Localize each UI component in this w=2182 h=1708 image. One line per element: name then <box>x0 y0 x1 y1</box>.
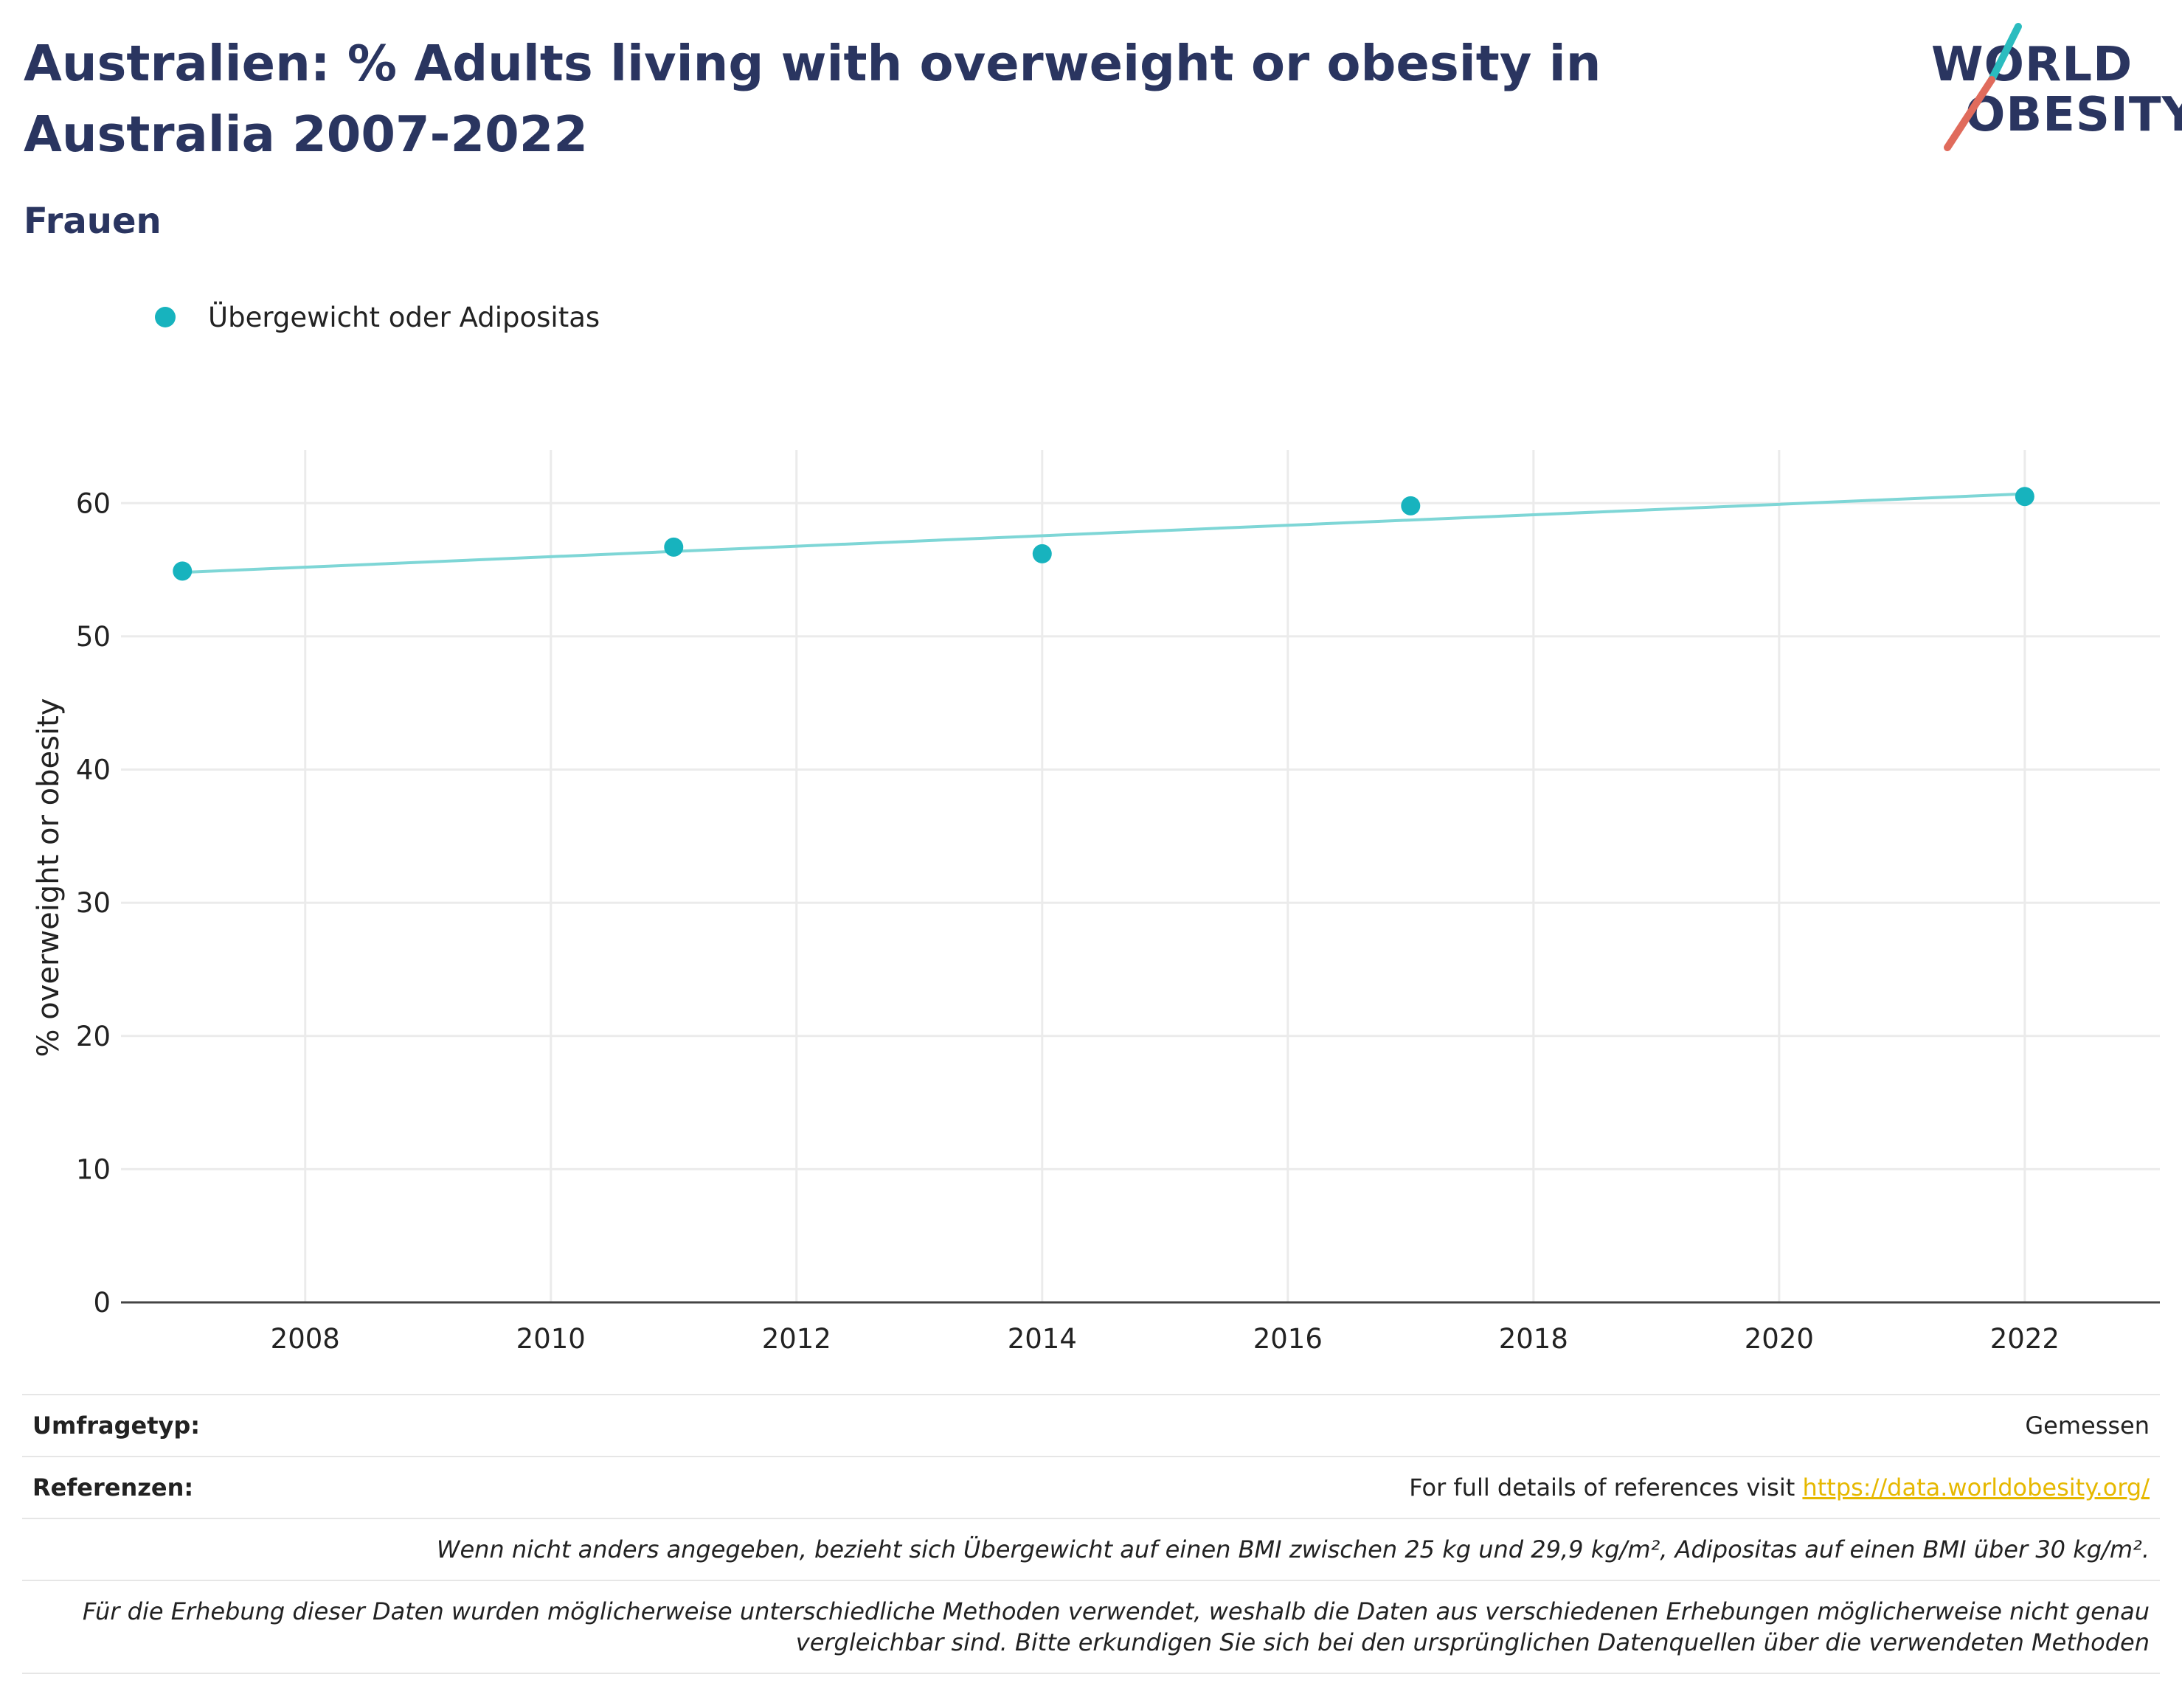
x-tick-label: 2022 <box>1990 1323 2060 1355</box>
y-tick-label: 30 <box>76 887 111 919</box>
y-tick-label: 60 <box>76 487 111 519</box>
x-tick-label: 2008 <box>271 1323 340 1355</box>
logo-text-obesity: OBESITY <box>1965 88 2182 142</box>
data-point <box>664 537 684 557</box>
references-key: Referenzen: <box>32 1473 194 1502</box>
data-point <box>1032 544 1052 563</box>
method-note-line2: vergleichbar sind. Bitte erkundigen Sie … <box>795 1628 2150 1656</box>
references-value: For full details of references visit htt… <box>1409 1473 2150 1502</box>
y-tick-label: 10 <box>76 1153 111 1185</box>
chart-plot: 0 10 20 30 40 50 60 2008 2010 2012 2014 2016 2018 202… <box>76 450 2160 1355</box>
method-note-line1: Für die Erhebung dieser Daten wurden mög… <box>82 1597 2150 1625</box>
notes-table: Umfragetyp: Gemessen Referenzen: For ful… <box>22 1394 2160 1674</box>
chart-subtitle: Frauen <box>24 201 162 242</box>
y-tick-label: 20 <box>76 1021 111 1052</box>
legend-label: Übergewicht oder Adipositas <box>208 301 600 333</box>
bmi-note: Wenn nicht anders angegeben, bezieht sic… <box>436 1535 2150 1563</box>
bmi-note-row: Wenn nicht anders angegeben, bezieht sic… <box>22 1518 2160 1580</box>
y-tick-label: 50 <box>76 621 111 653</box>
data-point <box>1401 496 1421 515</box>
references-text: For full details of references visit <box>1409 1473 1795 1502</box>
survey-type-row: Umfragetyp: Gemessen <box>22 1394 2160 1456</box>
x-tick-label: 2014 <box>1008 1323 1077 1355</box>
x-tick-label: 2018 <box>1499 1323 1568 1355</box>
survey-type-key: Umfragetyp: <box>32 1412 201 1440</box>
legend-marker <box>155 307 176 327</box>
chart-title: Australien: % Adults living with overwei… <box>24 35 1601 163</box>
trend-line <box>182 492 2025 574</box>
method-note-row: Für die Erhebung dieser Daten wurden mög… <box>22 1580 2160 1674</box>
x-tick-label: 2020 <box>1745 1323 1814 1355</box>
logo-slash-icon <box>1944 23 2022 151</box>
data-point <box>2015 487 2034 507</box>
logo-text-world: WORLD <box>1931 38 2133 92</box>
y-tick-label: 40 <box>76 754 111 786</box>
x-tick-label: 2016 <box>1253 1323 1323 1355</box>
legend[interactable]: Übergewicht oder Adipositas <box>155 295 600 339</box>
references-row: Referenzen: For full details of referenc… <box>22 1456 2160 1518</box>
world-obesity-logo[interactable]: WORLD OBESITY <box>1918 21 2182 153</box>
survey-type-value: Gemessen <box>2025 1412 2150 1440</box>
references-link[interactable]: https://data.worldobesity.org/ <box>1802 1473 2150 1502</box>
y-tick-label: 0 <box>93 1287 111 1319</box>
data-point <box>173 561 193 581</box>
x-tick-label: 2010 <box>516 1323 586 1355</box>
x-tick-label: 2012 <box>762 1323 831 1355</box>
